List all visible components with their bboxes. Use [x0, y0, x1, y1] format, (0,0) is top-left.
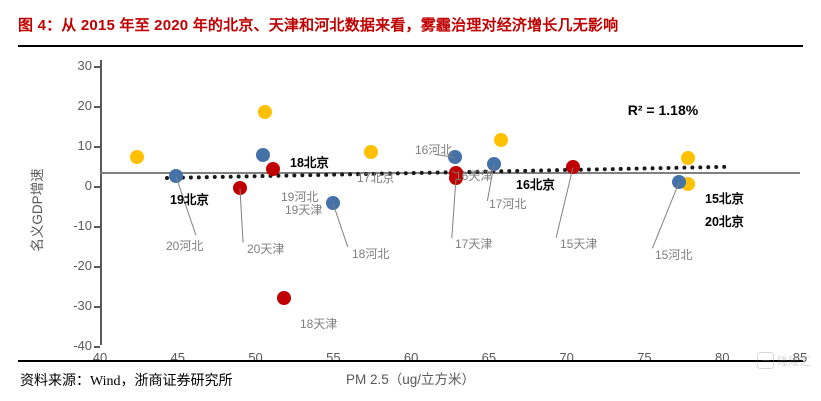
x-tick-label: 45 [170, 350, 185, 365]
y-tick-label-text: 10 [77, 138, 92, 153]
leader-line [332, 203, 349, 247]
label-18hb: 18河北 [352, 247, 390, 261]
y-tick-label-text: -40 [73, 338, 92, 353]
data-point-19河北[interactable] [256, 147, 271, 162]
data-point-17北京[interactable] [363, 144, 378, 159]
y-tick-label-text: -30 [73, 298, 92, 313]
watermark-badge-icon [757, 352, 775, 369]
x-tick-label: 70 [559, 350, 574, 365]
label-16tj: 16天津 [455, 169, 493, 183]
y-tick-label-text: -20 [73, 258, 92, 273]
data-point-17天津[interactable] [449, 170, 464, 185]
y-tick-label-text: 0 [84, 178, 92, 193]
data-point-15天津[interactable] [565, 159, 580, 174]
data-point-15北京[interactable] [681, 151, 695, 165]
figure-title-bar: 图 4：从 2015 年至 2020 年的北京、天津和河北数据来看，雾霾治理对经… [18, 16, 803, 46]
label-17hb: 17河北 [489, 197, 527, 211]
data-point-20河北[interactable] [169, 168, 184, 183]
label-15tj: 15天津 [560, 237, 598, 251]
y-tick [94, 146, 100, 148]
data-point-15河北[interactable] [671, 175, 686, 189]
label-19tj: 19天津 [285, 203, 323, 217]
label-19bj: 19北京 [170, 193, 209, 207]
y-tick-label-text: -10 [73, 218, 92, 233]
label-16bj: 16北京 [516, 178, 555, 192]
label-17tj: 17天津 [455, 237, 493, 251]
y-tick [94, 306, 100, 308]
label-16hb: 16河北 [415, 143, 453, 157]
y-tick [94, 346, 100, 348]
r-squared-annotation: R² = 1.18% [627, 102, 699, 118]
leader-line [451, 178, 457, 238]
source-note: 资料来源：Wind，浙商证券研究所 [20, 374, 233, 389]
data-point-20天津[interactable] [233, 181, 247, 196]
x-tick-label: 50 [248, 350, 263, 365]
data-point-19天津[interactable] [265, 161, 280, 176]
label-18bj: 18北京 [290, 156, 329, 170]
data-point-18北京[interactable] [257, 105, 272, 119]
x-tick-label: 65 [481, 350, 497, 365]
data-point-18天津[interactable] [276, 291, 291, 305]
page-title: 图 4：从 2015 年至 2020 年的北京、天津和河北数据来看，雾霾治理对经… [18, 17, 619, 34]
divider-top [18, 45, 803, 47]
label-20hb: 20河北 [166, 239, 204, 253]
leader-line [651, 182, 680, 249]
x-tick-label: 40 [92, 350, 108, 365]
label-15bj: 15北京 [705, 192, 744, 206]
y-axis-line [100, 60, 102, 345]
y-tick [94, 186, 100, 188]
label-20bj: 20北京 [705, 215, 744, 229]
y-tick-label-text: 30 [77, 58, 92, 73]
leader-line [555, 167, 574, 238]
y-tick [94, 106, 100, 108]
watermark-label: 隆隆汇 [777, 355, 811, 368]
watermark: 隆隆汇 [757, 352, 811, 369]
label-18tj: 18天津 [300, 317, 338, 331]
label-15hb: 15河北 [655, 248, 693, 262]
label-20tj: 20天津 [247, 242, 285, 256]
label-17bj: 17北京 [357, 171, 395, 185]
label-19hb: 19河北 [281, 190, 319, 204]
leader-line [239, 188, 244, 243]
y-tick [94, 66, 100, 68]
y-tick-label-text: 20 [77, 98, 92, 113]
x-tick-label: 80 [714, 350, 730, 365]
scatter-plot: 30 20 10 0 -10 -20 -30 -40 40 45 50 55 60 65 70 75 80 85… [0, 50, 821, 387]
data-point-19北京[interactable] [130, 150, 145, 165]
divider-bottom [18, 360, 803, 362]
x-tick-label: 75 [637, 350, 652, 365]
y-axis-title: 名义GDP增速 [30, 168, 45, 252]
x-tick-label: 55 [326, 350, 341, 365]
x-axis-title: PM 2.5（ug/立方米） [345, 372, 476, 387]
x-tick-label: 60 [403, 350, 419, 365]
y-tick [94, 226, 100, 228]
data-point-18河北[interactable] [326, 195, 341, 210]
y-tick [94, 266, 100, 268]
data-point-16北京[interactable] [494, 133, 509, 148]
data-point-17河北[interactable] [486, 157, 501, 171]
